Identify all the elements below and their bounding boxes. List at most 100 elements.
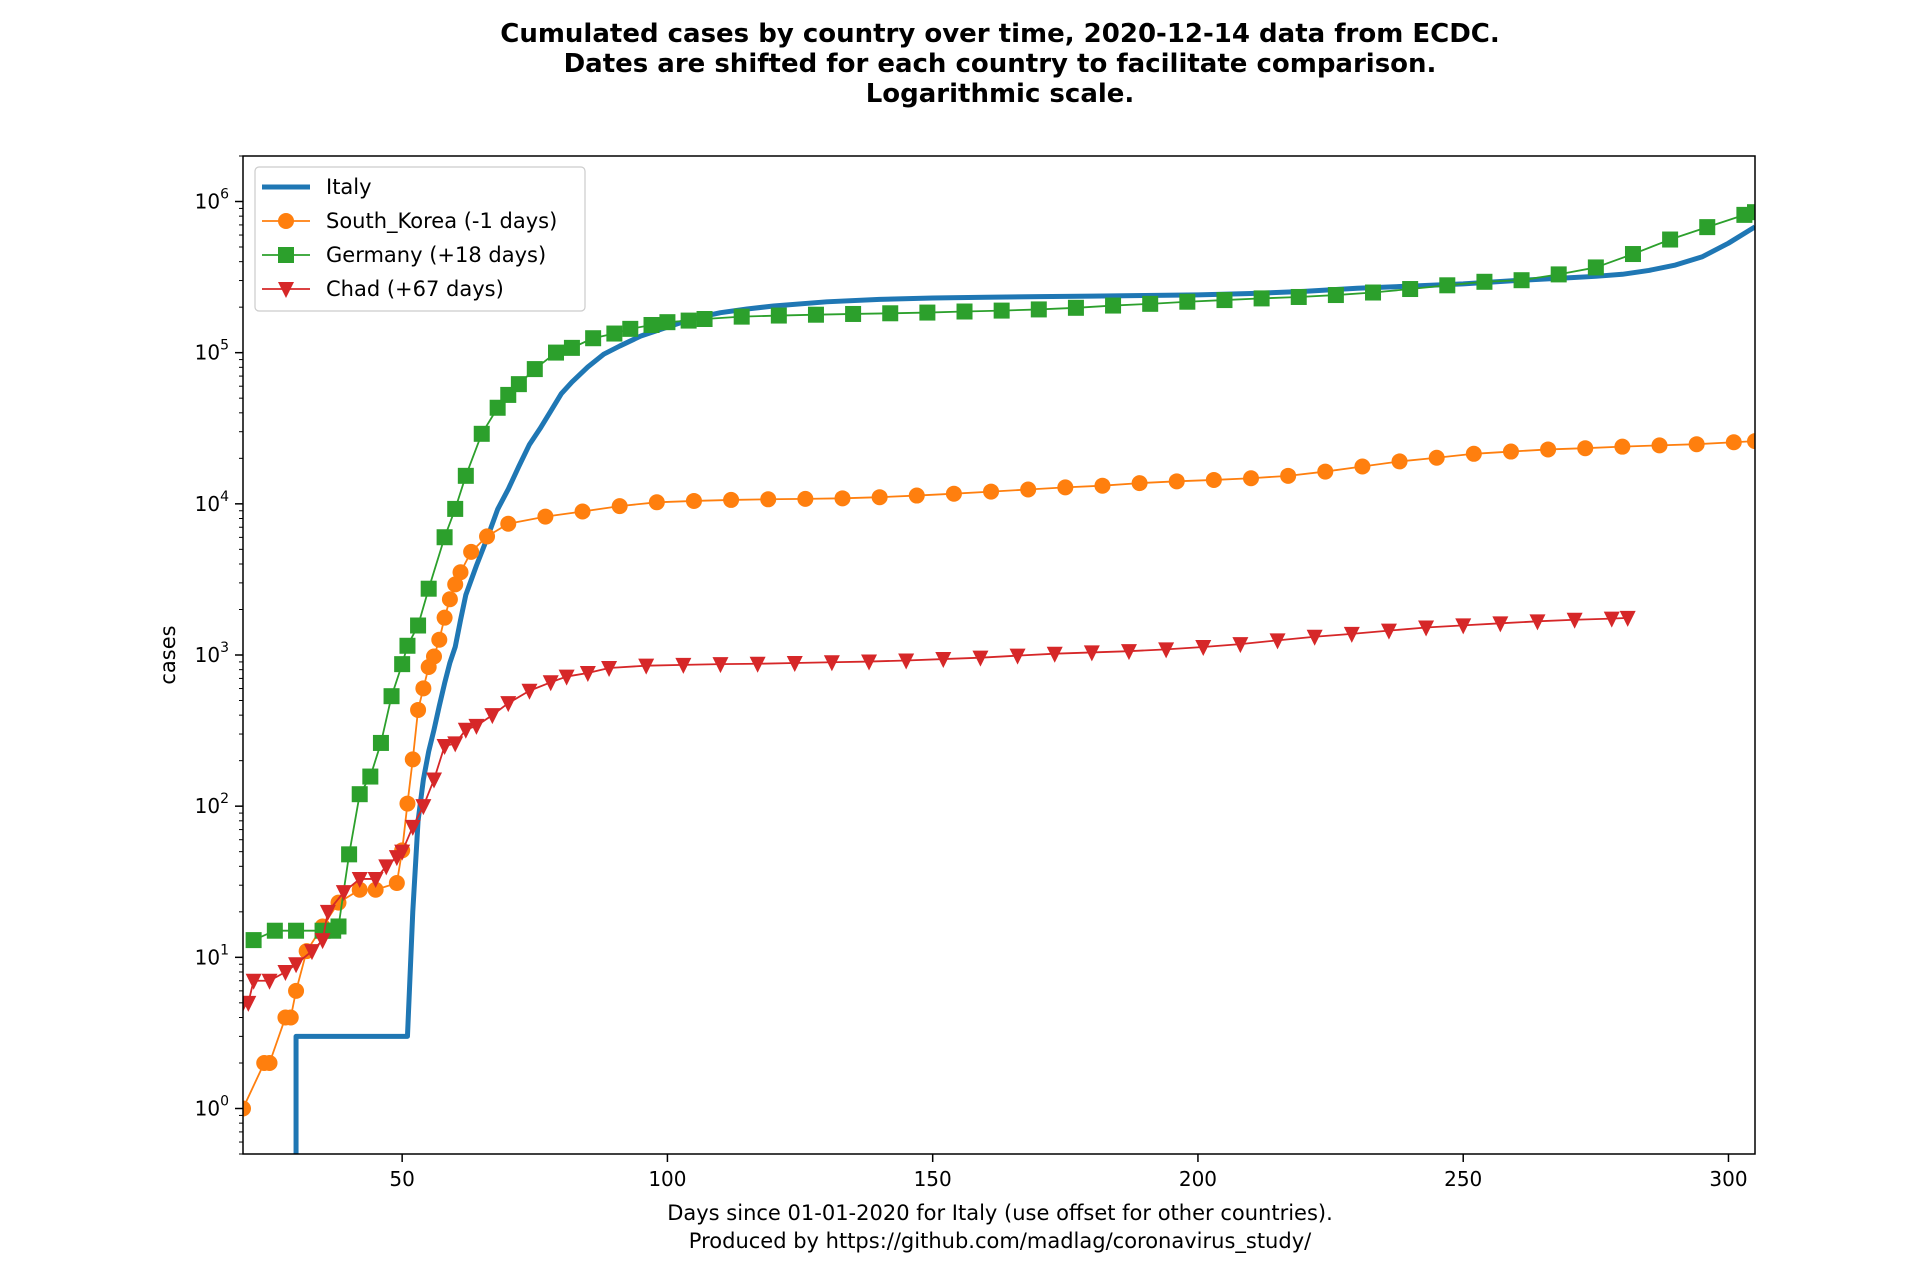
legend-label: Chad (+67 days) <box>326 277 504 301</box>
legend-entry: Italy <box>262 175 372 199</box>
data-point <box>1747 433 1755 450</box>
data-point <box>404 751 421 768</box>
data-point <box>245 973 262 990</box>
data-point <box>351 786 368 803</box>
x-tick-label: 300 <box>1709 1167 1747 1191</box>
y-tick-exponent: 4 <box>220 489 229 505</box>
legend-entry: Germany (+18 days) <box>262 243 546 267</box>
legend-entry: South_Korea (-1 days) <box>262 209 557 234</box>
y-tick-base: 10 <box>195 190 220 214</box>
data-point <box>1120 644 1137 661</box>
series-layer <box>243 204 1755 1154</box>
data-point <box>1699 219 1716 236</box>
data-point <box>712 657 729 674</box>
data-point <box>1105 297 1122 314</box>
data-point <box>1253 290 1270 307</box>
data-point <box>1094 477 1111 494</box>
data-point <box>526 361 543 378</box>
data-point <box>436 529 453 546</box>
data-point <box>447 576 464 593</box>
data-point <box>1232 637 1249 654</box>
data-point <box>288 957 305 974</box>
data-point <box>1651 437 1668 454</box>
data-point <box>457 722 474 739</box>
x-axis-label: Days since 01-01-2020 for Italy (use off… <box>667 1201 1333 1254</box>
data-point <box>1566 612 1583 629</box>
data-point <box>1513 272 1530 289</box>
y-tick-base: 10 <box>195 945 220 969</box>
data-point <box>585 330 602 347</box>
data-point <box>394 844 411 861</box>
data-point <box>1577 440 1594 457</box>
title-line-1: Cumulated cases by country over time, 20… <box>500 19 1500 49</box>
data-point <box>601 661 618 678</box>
data-point <box>1317 463 1334 480</box>
data-point <box>378 859 395 876</box>
data-point <box>1380 623 1397 640</box>
data-point <box>1550 266 1567 283</box>
data-point <box>542 675 559 692</box>
data-point <box>1391 453 1408 470</box>
data-point <box>659 314 676 331</box>
legend-entry: Chad (+67 days) <box>262 277 504 301</box>
data-point <box>563 339 580 356</box>
y-tick-base: 10 <box>195 341 220 365</box>
data-point <box>861 654 878 671</box>
data-point <box>436 739 453 756</box>
data-point <box>1402 281 1419 298</box>
data-point <box>521 683 538 700</box>
data-point <box>245 932 262 949</box>
data-point <box>330 918 347 935</box>
data-point <box>760 491 777 508</box>
data-point <box>447 500 464 517</box>
legend-label: South_Korea (-1 days) <box>326 209 557 234</box>
data-point <box>383 688 400 705</box>
data-point <box>1306 629 1323 646</box>
data-point <box>1455 618 1472 635</box>
data-point <box>1030 301 1047 318</box>
data-point <box>243 995 257 1012</box>
data-point <box>351 871 368 888</box>
data-point <box>643 316 660 333</box>
data-point <box>1205 471 1222 488</box>
data-point <box>696 311 713 328</box>
data-point <box>1327 287 1344 304</box>
data-point <box>303 944 320 961</box>
data-point <box>500 515 517 532</box>
data-point <box>394 656 411 673</box>
y-tick-label: 103 <box>195 640 229 667</box>
title-line-3: Logarithmic scale. <box>866 79 1135 109</box>
data-point <box>611 498 628 515</box>
data-point <box>425 648 442 665</box>
data-point <box>638 658 655 675</box>
data-point <box>266 922 283 939</box>
data-point <box>579 666 596 683</box>
y-tick-label: 102 <box>195 791 229 818</box>
data-point <box>319 904 336 921</box>
data-point <box>278 282 294 298</box>
data-point <box>277 964 294 981</box>
data-point <box>1492 616 1509 633</box>
y-tick-label: 100 <box>195 1093 229 1120</box>
data-point <box>399 795 416 812</box>
data-point <box>431 631 448 648</box>
y-tick-base: 10 <box>195 492 220 516</box>
y-tick-label: 106 <box>195 187 229 214</box>
data-point <box>606 325 623 342</box>
data-point <box>908 487 925 504</box>
data-point <box>935 652 952 669</box>
y-tick-exponent: 1 <box>220 942 229 958</box>
data-point <box>1009 648 1026 665</box>
data-point <box>648 494 665 511</box>
y-tick-base: 10 <box>195 1096 220 1120</box>
data-point <box>845 305 862 322</box>
data-point <box>1131 475 1148 492</box>
y-tick-label: 101 <box>195 942 229 969</box>
data-point <box>749 656 766 673</box>
data-point <box>410 617 427 634</box>
data-point <box>1428 449 1445 466</box>
data-point <box>1529 614 1546 631</box>
data-point <box>1439 277 1456 294</box>
data-point <box>680 312 697 329</box>
y-tick-exponent: 2 <box>220 791 229 807</box>
